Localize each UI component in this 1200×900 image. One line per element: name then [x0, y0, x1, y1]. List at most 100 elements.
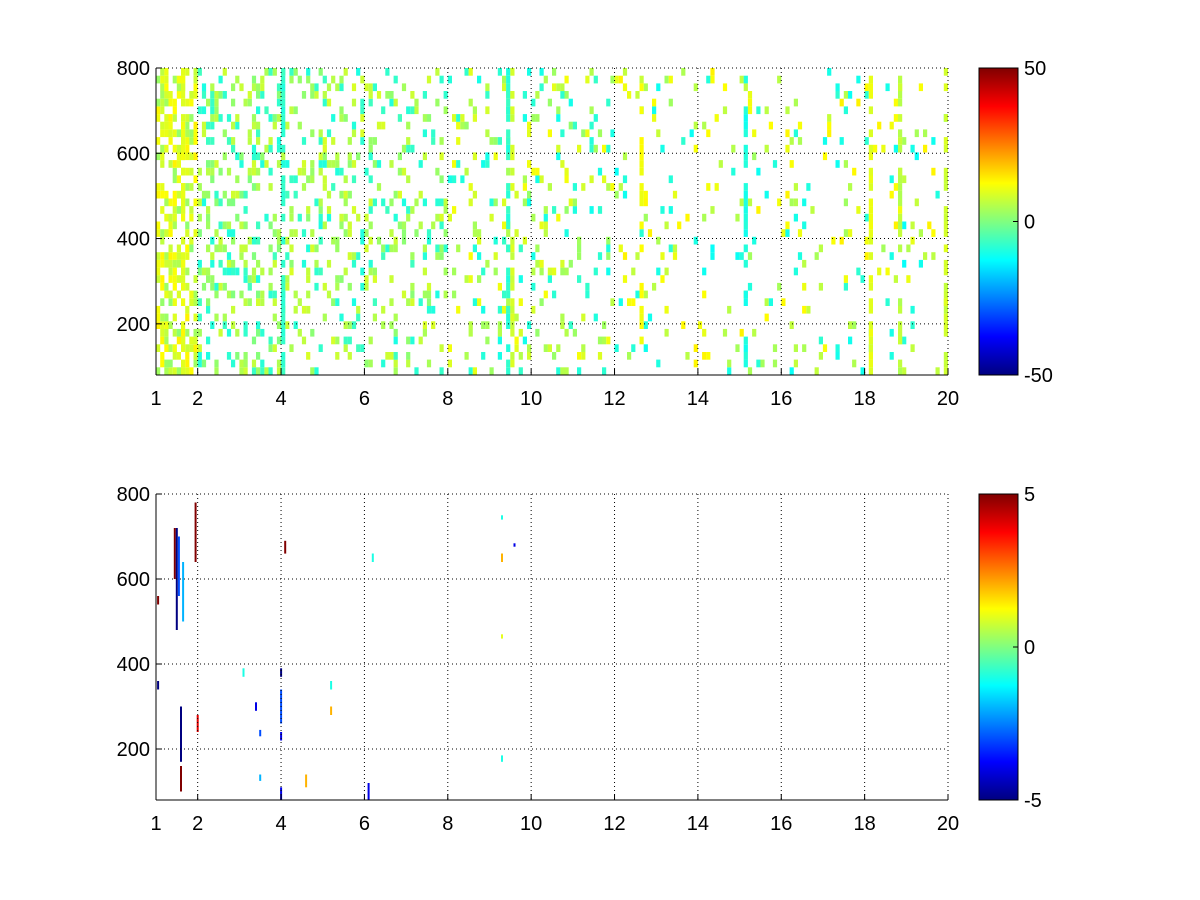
heatmap-cell	[506, 167, 511, 176]
heatmap-cell	[306, 68, 311, 76]
heatmap-cell	[747, 91, 753, 99]
heatmap-cell	[752, 236, 757, 245]
heatmap-cell	[206, 275, 211, 283]
heatmap-cell	[618, 244, 623, 253]
heatmap-cell	[722, 83, 728, 92]
heatmap-cell	[193, 313, 198, 322]
heatmap-cell	[181, 75, 186, 84]
heatmap-cell	[218, 244, 223, 253]
heatmap-cell	[506, 367, 511, 375]
heatmap-cell	[510, 152, 515, 161]
heatmap-cell	[827, 68, 832, 76]
heatmap-cell	[310, 175, 315, 184]
heatmap-cell	[197, 359, 202, 368]
heatmap-cell	[481, 160, 486, 168]
heatmap-cell	[356, 313, 361, 322]
heatmap-cell	[923, 129, 928, 138]
heatmap-cell	[422, 244, 427, 253]
heatmap-cell	[397, 221, 402, 230]
heatmap-cell	[251, 167, 257, 176]
heatmap-cell	[793, 267, 798, 276]
heatmap-cell	[927, 221, 932, 230]
heatmap-cell	[856, 206, 861, 214]
heatmap-cell	[764, 144, 769, 153]
heatmap-cell	[635, 252, 640, 260]
heatmap-cell	[827, 121, 832, 130]
heatmap-cell	[435, 68, 440, 76]
heatmap-cell	[510, 144, 515, 153]
heatmap-cell	[606, 267, 611, 276]
heatmap-cell	[556, 114, 561, 122]
heatmap-cell	[172, 298, 177, 306]
heatmap-cell	[189, 91, 194, 99]
heatmap-cell	[393, 98, 398, 107]
heatmap-cell	[868, 352, 873, 360]
heatmap-cell	[389, 298, 394, 306]
heatmap-cell	[410, 298, 415, 306]
heatmap-cell	[485, 129, 490, 138]
heatmap-cell	[506, 190, 511, 199]
heatmap-cell	[256, 106, 261, 115]
heatmap-cell	[160, 298, 165, 306]
heatmap-cell	[197, 352, 202, 360]
heatmap-cell	[764, 313, 769, 322]
heatmap-cell	[889, 121, 894, 130]
heatmap-cell	[868, 336, 873, 345]
heatmap-cell	[785, 221, 790, 230]
heatmap-cell	[631, 267, 636, 276]
heatmap-cell	[293, 229, 298, 237]
heatmap-cell	[514, 190, 519, 199]
x-tick-label: 10	[520, 813, 542, 835]
heatmap-cell	[189, 114, 194, 122]
heatmap-cell	[376, 236, 382, 245]
heatmap-cell	[802, 282, 807, 291]
heatmap-cell	[243, 206, 248, 214]
heatmap-cell	[581, 344, 586, 352]
heatmap-cell	[243, 98, 248, 107]
heatmap-cell	[360, 267, 365, 276]
heatmap-cell	[201, 198, 207, 207]
heatmap-cell	[401, 198, 407, 207]
heatmap-cell	[326, 206, 332, 214]
heatmap-cell	[185, 229, 190, 237]
heatmap-cell	[477, 229, 482, 237]
heatmap-cell	[631, 344, 636, 352]
heatmap-cell	[531, 167, 536, 176]
heatmap-cell	[756, 167, 761, 176]
heatmap-cell	[435, 98, 440, 107]
heatmap-cell	[848, 336, 853, 345]
heatmap-cell	[347, 282, 352, 291]
heatmap-cell	[156, 367, 161, 375]
heatmap-cell	[589, 144, 594, 153]
heatmap-cell	[385, 352, 390, 360]
heatmap-cell	[410, 106, 415, 115]
heatmap-cell	[272, 344, 277, 352]
heatmap-cell	[527, 190, 532, 199]
heatmap-cell	[393, 328, 398, 337]
heatmap-cell	[226, 328, 232, 337]
heatmap-cell	[189, 290, 194, 299]
heatmap-cell	[652, 98, 657, 107]
heatmap-cell	[485, 83, 490, 92]
heatmap-cell	[898, 75, 903, 84]
heatmap-cell	[322, 175, 327, 184]
heatmap-cell	[251, 236, 257, 245]
heatmap-cell	[943, 313, 948, 322]
heatmap-cell	[593, 267, 598, 276]
heatmap-cell	[506, 91, 511, 99]
heatmap-cell	[672, 244, 678, 253]
heatmap-cell	[747, 252, 753, 260]
heatmap-cell	[164, 313, 169, 322]
heatmap-cell	[468, 183, 473, 191]
heatmap-cell	[172, 160, 177, 168]
heatmap-cell	[406, 121, 411, 130]
heatmap-cell	[351, 121, 357, 130]
heatmap-cell	[539, 298, 544, 306]
heatmap-cell	[502, 75, 507, 84]
heatmap-cell	[181, 121, 186, 130]
heatmap-cell	[772, 344, 778, 352]
heatmap-cell	[422, 252, 427, 260]
heatmap-cell	[510, 328, 515, 337]
heatmap-cell	[281, 236, 286, 245]
heatmap-cell	[543, 344, 548, 352]
